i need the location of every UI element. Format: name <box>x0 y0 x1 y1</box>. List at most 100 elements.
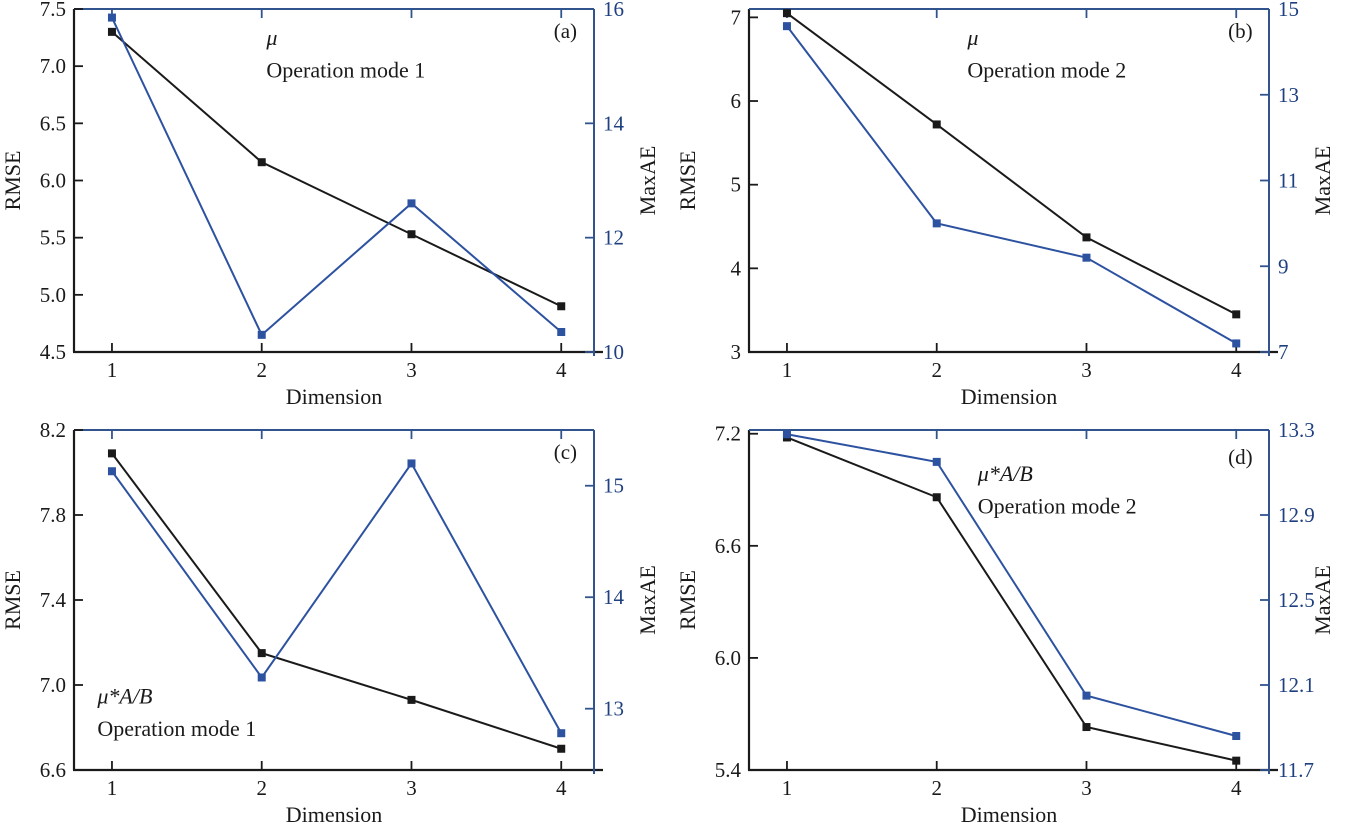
x-axis-title: Dimension <box>286 384 383 409</box>
rmse-marker <box>932 120 941 129</box>
x-tick-label: 2 <box>256 358 267 382</box>
maxae-marker <box>1082 253 1091 262</box>
x-tick-label: 1 <box>782 776 793 800</box>
rmse-marker <box>1082 723 1091 732</box>
right-tick-label: 15 <box>1278 0 1299 21</box>
left-axis-title: RMSE <box>0 570 25 630</box>
rmse-line <box>111 452 562 750</box>
left-tick-label: 6.5 <box>40 111 66 135</box>
left-tick-label: 7.8 <box>40 503 66 527</box>
x-tick-label: 4 <box>1231 776 1242 800</box>
annotation-symbol: μ <box>966 25 978 50</box>
panel-letter: (c) <box>554 440 577 464</box>
left-tick-label: 7.0 <box>40 673 66 697</box>
left-tick-label: 4.5 <box>40 340 66 364</box>
right-tick-label: 12.5 <box>1278 588 1315 612</box>
panel-d: 1 2 3 4 5.4 6.0 6.6 7.2 11.7 12.1 12.5 12.9 13.3 RMSE… <box>675 418 1335 824</box>
x-tick-label: 1 <box>107 358 118 382</box>
x-tick-label: 4 <box>556 776 567 800</box>
left-tick-label: 5.4 <box>715 758 742 782</box>
x-tick-label: 2 <box>931 358 942 382</box>
maxae-marker <box>932 457 941 466</box>
panel-b: 1 2 3 4 3 4 5 6 7 7 9 11 13 15 RMSE MaxAE Dimension μ Oper… <box>675 0 1335 409</box>
x-axis-title: Dimension <box>961 802 1058 824</box>
maxae-marker <box>257 673 266 682</box>
maxae-marker <box>1232 339 1241 348</box>
right-axis-title: MaxAE <box>1310 146 1335 216</box>
maxae-marker <box>407 459 416 468</box>
left-tick-label: 7 <box>731 5 742 29</box>
left-tick-label: 7.5 <box>40 0 66 21</box>
maxae-marker <box>557 729 566 738</box>
annotation-symbol: μ*A/B <box>977 461 1033 486</box>
rmse-marker <box>1232 310 1241 319</box>
x-tick-label: 1 <box>107 776 118 800</box>
left-tick-label: 4 <box>731 256 742 280</box>
maxae-marker <box>107 13 116 22</box>
maxae-marker <box>1232 732 1241 740</box>
left-tick-label: 7.4 <box>40 588 67 612</box>
maxae-line <box>786 25 1237 345</box>
rmse-marker <box>257 158 266 167</box>
rmse-marker <box>557 302 566 311</box>
maxae-marker <box>782 430 791 439</box>
maxae-line <box>786 433 1237 737</box>
panel-cell-d: 1 2 3 4 5.4 6.0 6.6 7.2 11.7 12.1 12.5 12.9 13.3 RMSE… <box>675 412 1350 824</box>
left-tick-label: 5.0 <box>40 283 66 307</box>
x-tick-label: 3 <box>406 776 417 800</box>
x-tick-label: 3 <box>406 358 417 382</box>
left-tick-label: 6.0 <box>715 646 741 670</box>
right-tick-label: 13 <box>603 697 624 721</box>
rmse-marker <box>932 493 941 502</box>
left-tick-label: 7.0 <box>40 54 66 78</box>
left-tick-label: 7.2 <box>715 422 741 446</box>
rmse-marker <box>782 9 791 18</box>
rmse-line <box>786 436 1237 762</box>
right-tick-label: 11.7 <box>1278 758 1314 782</box>
right-axis-title: MaxAE <box>635 146 660 216</box>
x-tick-label: 2 <box>256 776 267 800</box>
maxae-marker <box>1082 691 1091 700</box>
right-tick-label: 11 <box>1278 169 1298 193</box>
rmse-line <box>786 12 1237 316</box>
maxae-marker <box>407 199 416 208</box>
left-axis-title: RMSE <box>0 151 25 211</box>
right-tick-label: 7 <box>1278 340 1289 364</box>
right-tick-label: 15 <box>603 474 624 498</box>
panel-letter: (b) <box>1228 19 1253 43</box>
right-tick-label: 13 <box>1278 83 1299 107</box>
rmse-line <box>111 31 562 308</box>
annotation-mode: Operation mode 1 <box>266 58 425 83</box>
right-tick-label: 12.9 <box>1278 503 1315 527</box>
right-tick-label: 9 <box>1278 254 1289 278</box>
x-axis-title: Dimension <box>961 384 1058 409</box>
panel-cell-b: 1 2 3 4 3 4 5 6 7 7 9 11 13 15 RMSE MaxAE Dimension μ Oper… <box>675 0 1350 412</box>
right-axis-title: MaxAE <box>1310 565 1335 635</box>
right-tick-label: 16 <box>603 0 624 21</box>
right-tick-label: 10 <box>603 340 624 364</box>
x-axis-title: Dimension <box>286 802 383 824</box>
left-tick-label: 5.5 <box>40 226 66 250</box>
right-tick-label: 14 <box>603 585 625 609</box>
x-tick-label: 3 <box>1081 776 1092 800</box>
annotation-mode: Operation mode 2 <box>967 58 1126 83</box>
annotation-mode: Operation mode 2 <box>978 493 1137 518</box>
annotation-mode: Operation mode 1 <box>97 716 256 741</box>
panel-cell-a: 1 2 3 4 4.5 5.0 5.5 6.0 6.5 7.0 7.5 10 12 14 16 RMSE Max… <box>0 0 675 412</box>
rmse-marker <box>407 695 416 704</box>
panel-c: 1 2 3 4 6.6 7.0 7.4 7.8 8.2 13 14 15 RMSE MaxAE Dimens… <box>0 418 660 824</box>
maxae-marker <box>257 330 266 339</box>
maxae-line <box>111 461 563 734</box>
rmse-marker <box>257 649 266 658</box>
right-tick-label: 14 <box>603 111 625 135</box>
x-tick-label: 4 <box>556 358 567 382</box>
rmse-marker <box>1082 233 1091 242</box>
maxae-marker <box>107 467 116 476</box>
rmse-marker <box>1232 756 1241 765</box>
left-tick-label: 8.2 <box>40 418 66 442</box>
rmse-marker <box>557 744 566 753</box>
left-tick-label: 6.6 <box>40 758 66 782</box>
right-tick-label: 13.3 <box>1278 418 1315 442</box>
